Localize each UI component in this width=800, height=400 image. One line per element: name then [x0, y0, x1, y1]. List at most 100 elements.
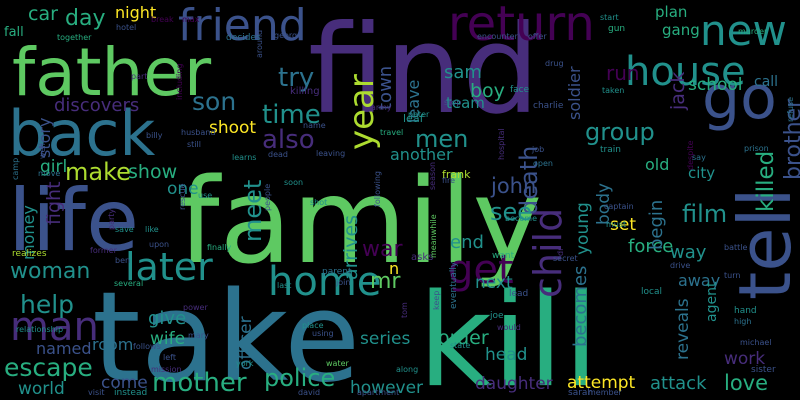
- word-state: state: [450, 341, 470, 350]
- word-along: along: [396, 365, 418, 374]
- word-member: member: [588, 388, 623, 397]
- word-hospital: hospital: [497, 128, 506, 160]
- word-come: come: [101, 373, 148, 393]
- word-decides: decides: [226, 33, 261, 43]
- word-mr: mr: [370, 269, 401, 294]
- word-leave: leave: [404, 80, 423, 123]
- word-save: save: [115, 225, 134, 234]
- word-wife: wife: [150, 329, 185, 349]
- word-upon: upon: [149, 240, 169, 249]
- word-back: back: [8, 97, 155, 170]
- word-home: home: [268, 259, 381, 305]
- word-love: love: [724, 371, 768, 395]
- word-murder: murder: [738, 27, 768, 36]
- word-follows: follows: [133, 342, 161, 351]
- word-go: go: [702, 63, 777, 133]
- word-help: help: [20, 290, 74, 319]
- word-way: way: [670, 242, 707, 263]
- word-join: join: [335, 278, 350, 287]
- word-dead: dead: [268, 150, 288, 159]
- word-fall: fall: [4, 25, 24, 40]
- word-night: night: [115, 3, 156, 22]
- word-finally: finally: [207, 243, 231, 252]
- word-want: want: [492, 251, 515, 261]
- word-find: find: [308, 0, 540, 141]
- word-stop: stop: [444, 98, 461, 107]
- word-return: return: [448, 0, 595, 52]
- word-year: year: [342, 74, 382, 150]
- word-season: season: [428, 162, 437, 190]
- word-become: become: [505, 214, 537, 223]
- word-joe: joe: [489, 311, 504, 321]
- word-friend: friend: [178, 0, 307, 51]
- word-sarah: sarah: [568, 388, 593, 398]
- word-one: one: [167, 179, 199, 199]
- word-offer: offer: [528, 32, 547, 41]
- word-hand: hand: [734, 306, 757, 316]
- word-old: old: [645, 155, 669, 174]
- word-woman: woman: [10, 259, 90, 284]
- word-leaving: leaving: [316, 149, 345, 158]
- word-see: see: [490, 198, 532, 226]
- word-encounter: encounter: [477, 32, 518, 41]
- word-mission: mission: [151, 365, 182, 374]
- word-power: power: [183, 303, 208, 312]
- word-say: say: [692, 153, 706, 162]
- word-however: however: [350, 378, 423, 398]
- word-sam: sam: [444, 62, 482, 83]
- word-get: get: [448, 247, 514, 293]
- word-meet: meet: [239, 180, 267, 242]
- word-despite: despite: [686, 140, 695, 170]
- word-asks: asks: [411, 252, 433, 263]
- word-camp: camp: [11, 158, 20, 180]
- word-shot: shot: [310, 198, 327, 207]
- word-reveals: reveals: [673, 298, 693, 360]
- word-job: job: [531, 145, 544, 154]
- word-time: time: [262, 100, 321, 130]
- word-still: still: [187, 140, 201, 149]
- word-young: young: [573, 202, 593, 255]
- word-michael: michael: [740, 338, 772, 347]
- word-keep: keep: [432, 291, 441, 310]
- word-world: world: [18, 379, 65, 399]
- word-end: end: [450, 232, 484, 253]
- word-son: son: [192, 87, 236, 116]
- word-several: several: [114, 279, 143, 288]
- word-new: new: [700, 6, 787, 55]
- word-mother: mother: [152, 368, 247, 398]
- word-jack: jack: [667, 72, 689, 111]
- word-order: order: [438, 327, 489, 349]
- word-another: another: [390, 145, 453, 164]
- word-instead: instead: [114, 388, 147, 398]
- word-max: max: [182, 15, 200, 24]
- word-billy: billy: [146, 131, 163, 140]
- word-well: well: [38, 143, 47, 159]
- word-name: name: [303, 121, 326, 130]
- word-officer: officer: [236, 316, 256, 370]
- word-frank: frank: [442, 168, 471, 181]
- word-girl: girl: [40, 157, 67, 177]
- word-turn: turn: [724, 271, 740, 280]
- word-becomes: becomes: [570, 266, 591, 347]
- word-war: war: [362, 237, 403, 262]
- word-sister: sister: [751, 365, 776, 375]
- word-following: following: [373, 171, 382, 207]
- word-boy: boy: [470, 80, 505, 102]
- word-team: team: [446, 94, 485, 112]
- word-people: people: [263, 184, 272, 211]
- word-story: story: [35, 118, 54, 158]
- word-group: group: [585, 118, 655, 146]
- word-water: water: [326, 359, 350, 368]
- word-gang: gang: [662, 21, 700, 39]
- word-rescue: rescue: [178, 183, 187, 210]
- word-mary: mary: [188, 331, 209, 340]
- word-together: together: [57, 33, 92, 42]
- word-life: life: [8, 171, 139, 271]
- word-run: run: [606, 61, 640, 85]
- word-film: film: [682, 200, 727, 228]
- word-fire: fire: [442, 176, 455, 185]
- word-high: high: [734, 317, 751, 326]
- word-open: open: [533, 159, 553, 168]
- word-face: face: [510, 85, 530, 95]
